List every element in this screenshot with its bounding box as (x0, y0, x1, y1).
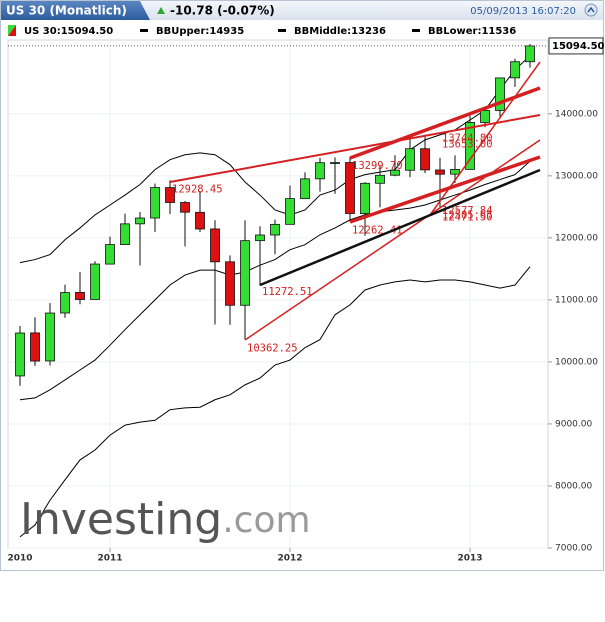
annotation: 11272.51 (262, 286, 313, 298)
last-price-box (548, 37, 604, 55)
legend-entry: US 30:15094.50 (24, 26, 113, 37)
candle-body (495, 77, 505, 111)
y-tick-label: 14000.00 (555, 109, 598, 119)
candle-body (375, 174, 385, 184)
candle-body (90, 263, 100, 300)
candle-body (180, 202, 190, 213)
annotation: 12577.84 (442, 205, 493, 217)
candle-body (195, 211, 205, 230)
candle-body (345, 162, 355, 214)
candle-body (450, 168, 460, 175)
y-tick-label: 7000.00 (555, 544, 592, 554)
legend-icon (278, 29, 286, 32)
legend-entry: BBUpper:14935 (156, 26, 244, 37)
trend-line (349, 155, 541, 224)
candle-body (105, 244, 115, 265)
annotation: 12471.50 (442, 212, 493, 224)
y-tick-label: 13000.00 (555, 171, 598, 181)
x-tick-label: 2011 (97, 554, 122, 564)
candle-body (30, 332, 40, 362)
candle-body (420, 148, 430, 171)
candle-body (285, 198, 295, 225)
header-change: -10.78 (-0.07%) (170, 4, 275, 18)
annotation: 12262.41 (352, 225, 403, 237)
candle-body (390, 169, 400, 176)
candle-body (15, 332, 25, 377)
candle-body (135, 217, 145, 225)
annotation: 13653.00 (442, 138, 493, 150)
candle-body (435, 169, 445, 175)
candle-body (300, 178, 310, 200)
marks: 7000.00 8000.00 9000.00 10000.00 11000.00 120… (7, 37, 605, 564)
y-tick-label: 8000.00 (555, 481, 592, 491)
header-title: US 30 (Monatlich) (6, 4, 127, 18)
candle-body (45, 312, 55, 362)
candle-body (510, 61, 520, 79)
legend-entry: BBMiddle:13236 (294, 26, 386, 37)
x-tick-label: 2010 (7, 554, 32, 564)
scroll-button[interactable] (584, 3, 598, 17)
y-tick-label: 11000.00 (555, 295, 598, 305)
watermark-brand: Investing (20, 494, 222, 545)
trend-line (244, 139, 541, 341)
candle-body (405, 148, 415, 171)
watermark: Investing.com (20, 494, 311, 545)
y-tick-label: 9000.00 (555, 419, 592, 429)
band-line (19, 160, 531, 401)
candle-body (270, 223, 280, 236)
candle-body (525, 45, 535, 63)
trend-lines (169, 61, 541, 341)
candle-body (465, 122, 475, 170)
legend-entry: BBLower:11536 (428, 26, 516, 37)
trend-line (259, 168, 541, 287)
change-arrow (157, 7, 165, 14)
annotation: 13744.80 (442, 133, 493, 145)
annotation: 12928.45 (172, 183, 223, 195)
band-line (19, 55, 531, 264)
annotation: 13299.70 (352, 160, 403, 172)
y-tick-label: 12000.00 (555, 233, 598, 243)
band-line (19, 266, 531, 538)
candle-body (150, 187, 160, 219)
header-bar (1, 1, 603, 20)
candle-body (315, 162, 325, 180)
candle-body (330, 162, 340, 164)
candle-body (60, 292, 70, 314)
header-tab (1, 1, 150, 20)
candle-body (165, 187, 175, 203)
candle-body (75, 292, 85, 300)
legend-icon (8, 25, 16, 36)
x-tick-label: 2013 (457, 554, 482, 564)
y-tick-label: 10000.00 (555, 357, 598, 367)
scroll-icon (587, 6, 595, 13)
watermark-suffix: .com (222, 500, 310, 541)
candle-body (225, 261, 235, 306)
trend-line (349, 86, 541, 160)
trend-line (429, 61, 541, 216)
x-tick-label: 2012 (277, 554, 302, 564)
candle-body (210, 228, 220, 263)
legend-icon (412, 29, 420, 32)
annotation: 10362.25 (247, 342, 298, 354)
candle-body (255, 234, 265, 242)
annotation: 12505.65 (442, 210, 493, 222)
legend-icon (140, 29, 148, 32)
candle-body (480, 110, 490, 123)
trend-line (169, 114, 541, 183)
header-datetime: 05/09/2013 16:07:20 (470, 6, 576, 17)
last-price-label: 15094.50 (552, 41, 605, 52)
candle-body (360, 182, 370, 215)
candle-body (240, 240, 250, 306)
candle-body (120, 223, 130, 245)
